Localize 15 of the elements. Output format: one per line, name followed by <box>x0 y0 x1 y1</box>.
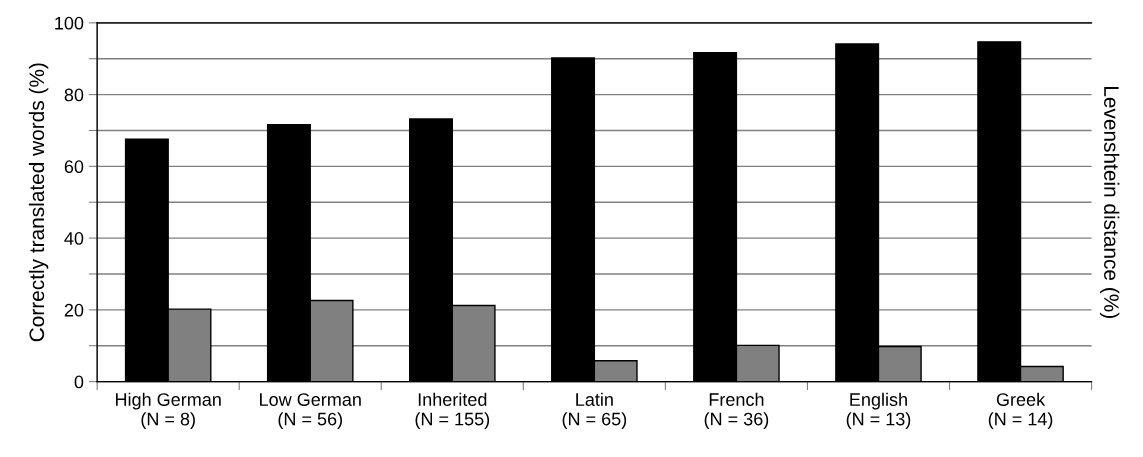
y-tick-label: 60 <box>64 160 84 174</box>
y-tick-label: 80 <box>64 88 84 102</box>
y-tick-label: 100 <box>55 16 84 30</box>
x-tick-label: Greek (N = 14) <box>988 392 1053 429</box>
y-tick-label: 0 <box>74 375 84 389</box>
x-tick-label: French (N = 36) <box>704 392 769 429</box>
x-tick-label: Latin (N = 65) <box>562 392 627 429</box>
y-tick-label: 40 <box>64 232 84 245</box>
y2-axis-title: Levenshtein distance (%) <box>1099 86 1120 318</box>
x-tick-label: High German (N = 8) <box>115 392 221 429</box>
y-axis-title: Correctly translated words (%) <box>28 63 49 342</box>
x-tick-label: Inherited (N = 155) <box>415 392 490 429</box>
y-tick-label: 20 <box>64 303 84 317</box>
x-tick-label: Low German (N = 56) <box>260 393 361 429</box>
x-tick-label: English (N = 13) <box>846 392 911 429</box>
